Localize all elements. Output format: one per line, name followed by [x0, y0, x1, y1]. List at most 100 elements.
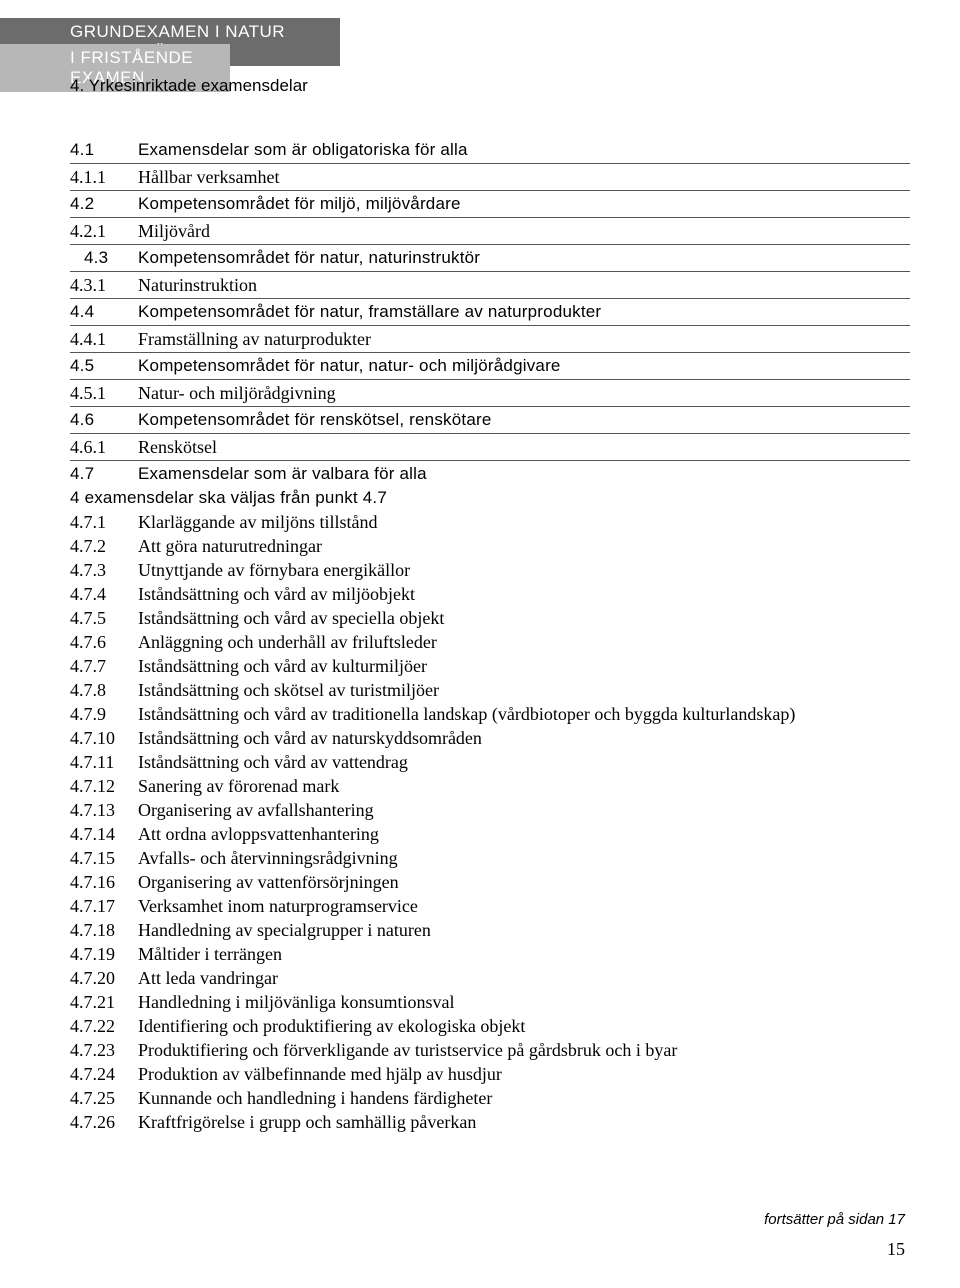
- toc-title: Organisering av avfallshantering: [138, 798, 910, 822]
- toc-number: 4.5.1: [70, 381, 138, 405]
- toc-number: 4.6.1: [70, 435, 138, 459]
- toc-row: 4.7.22Identifiering och produktifiering …: [70, 1014, 910, 1038]
- toc-title: Handledning i miljövänliga konsumtionsva…: [138, 990, 910, 1014]
- toc-number: 4.7.22: [70, 1014, 138, 1038]
- toc-number: 4.7.14: [70, 822, 138, 846]
- toc-number: 4.1.1: [70, 165, 138, 189]
- toc-title: Iståndsättning och vård av naturskyddsom…: [138, 726, 910, 750]
- toc-number: 4.7.20: [70, 966, 138, 990]
- toc-title: Iståndsättning och vård av kulturmiljöer: [138, 654, 910, 678]
- toc-row: 4.7Examensdelar som är valbara för alla: [70, 462, 910, 486]
- toc-number: 4.7: [70, 462, 138, 486]
- toc-title: Framställning av naturprodukter: [138, 327, 910, 351]
- toc-row: 4.7.8Iståndsättning och skötsel av turis…: [70, 678, 910, 702]
- toc-title: Naturinstruktion: [138, 273, 910, 297]
- toc-row: 4.5Kompetensområdet för natur, natur- oc…: [70, 354, 910, 380]
- toc-row: 4.7.18Handledning av specialgrupper i na…: [70, 918, 910, 942]
- toc-title: Kraftfrigörelse i grupp och samhällig på…: [138, 1110, 910, 1134]
- selection-note: 4 examensdelar ska väljas från punkt 4.7: [70, 486, 910, 510]
- toc-row: 4.7.3Utnyttjande av förnybara energikäll…: [70, 558, 910, 582]
- toc-row: 4.7.13Organisering av avfallshantering: [70, 798, 910, 822]
- toc-number: 4.7.7: [70, 654, 138, 678]
- toc-number: 4.7.9: [70, 702, 138, 726]
- toc-title: Iståndsättning och vård av miljöobjekt: [138, 582, 910, 606]
- toc-row: 4.7.14Att ordna avloppsvattenhantering: [70, 822, 910, 846]
- toc-row: 4.7.6Anläggning och underhåll av friluft…: [70, 630, 910, 654]
- toc-number: 4.7.6: [70, 630, 138, 654]
- toc-number: 4.7.21: [70, 990, 138, 1014]
- toc-title: Kompetensområdet för natur, natur- och m…: [138, 354, 910, 378]
- toc-row: 4.7.5Iståndsättning och vård av speciell…: [70, 606, 910, 630]
- section-heading: 4. Yrkesinriktade examensdelar: [70, 76, 308, 96]
- toc-row: 4.7.11Iståndsättning och vård av vattend…: [70, 750, 910, 774]
- toc-row: 4.7.2Att göra naturutredningar: [70, 534, 910, 558]
- toc-number: 4.1: [70, 138, 138, 162]
- page-number: 15: [887, 1239, 905, 1260]
- toc-number: 4.7.1: [70, 510, 138, 534]
- toc-number: 4.7.10: [70, 726, 138, 750]
- toc-number: 4.7.8: [70, 678, 138, 702]
- toc-row: 4.7.12Sanering av förorenad mark: [70, 774, 910, 798]
- toc-title: Handledning av specialgrupper i naturen: [138, 918, 910, 942]
- toc-title: Renskötsel: [138, 435, 910, 459]
- toc-title: Avfalls- och återvinningsrådgivning: [138, 846, 910, 870]
- toc-number: 4.7.13: [70, 798, 138, 822]
- toc-number: 4.2.1: [70, 219, 138, 243]
- toc-title: Iståndsättning och vård av traditionella…: [138, 702, 910, 726]
- toc-row: 4.7.9Iståndsättning och vård av traditio…: [70, 702, 910, 726]
- toc-number: 4.3: [70, 246, 138, 270]
- toc-title: Natur- och miljörådgivning: [138, 381, 910, 405]
- toc-row: 4.7.15Avfalls- och återvinningsrådgivnin…: [70, 846, 910, 870]
- toc-number: 4.6: [70, 408, 138, 432]
- toc-title: Måltider i terrängen: [138, 942, 910, 966]
- toc-number: 4.7.2: [70, 534, 138, 558]
- toc-title: Hållbar verksamhet: [138, 165, 910, 189]
- toc-title: Att göra naturutredningar: [138, 534, 910, 558]
- toc-title: Kunnande och handledning i handens färdi…: [138, 1086, 910, 1110]
- toc-row: 4.7.16Organisering av vattenförsörjninge…: [70, 870, 910, 894]
- continuation-note: fortsätter på sidan 17: [764, 1211, 905, 1228]
- toc-row: 4.7.21Handledning i miljövänliga konsumt…: [70, 990, 910, 1014]
- toc-row: 4.7.25Kunnande och handledning i handens…: [70, 1086, 910, 1110]
- toc-number: 4.7.19: [70, 942, 138, 966]
- toc-number: 4.7.17: [70, 894, 138, 918]
- toc-title: Sanering av förorenad mark: [138, 774, 910, 798]
- toc-title: Iståndsättning och skötsel av turistmilj…: [138, 678, 910, 702]
- toc-number: 4.5: [70, 354, 138, 378]
- toc-title: Verksamhet inom naturprogramservice: [138, 894, 910, 918]
- toc-row: 4.7.1Klarläggande av miljöns tillstånd: [70, 510, 910, 534]
- toc-row: 4.1.1Hållbar verksamhet: [70, 165, 910, 191]
- toc-title: Kompetensområdet för natur, framställare…: [138, 300, 910, 324]
- toc-row: 4.3.1Naturinstruktion: [70, 273, 910, 299]
- content-area: 4.1Examensdelar som är obligatoriska för…: [70, 138, 910, 1134]
- toc-row: 4.6Kompetensområdet för renskötsel, rens…: [70, 408, 910, 434]
- toc-number: 4.7.23: [70, 1038, 138, 1062]
- toc-row: 4.7.17Verksamhet inom naturprogramservic…: [70, 894, 910, 918]
- toc-row: 4.5.1Natur- och miljörådgivning: [70, 381, 910, 407]
- toc-number: 4.7.4: [70, 582, 138, 606]
- toc-title: Klarläggande av miljöns tillstånd: [138, 510, 910, 534]
- toc-number: 4.7.15: [70, 846, 138, 870]
- toc-number: 4.7.11: [70, 750, 138, 774]
- toc-number: 4.7.26: [70, 1110, 138, 1134]
- toc-title: Organisering av vattenförsörjningen: [138, 870, 910, 894]
- toc-title: Kompetensområdet för renskötsel, rensköt…: [138, 408, 910, 432]
- toc-row: 4.7.19Måltider i terrängen: [70, 942, 910, 966]
- toc-row: 4.7.20Att leda vandringar: [70, 966, 910, 990]
- toc-row: 4.7.10Iståndsättning och vård av natursk…: [70, 726, 910, 750]
- toc-title: Produktion av välbefinnande med hjälp av…: [138, 1062, 910, 1086]
- toc-title: Miljövård: [138, 219, 910, 243]
- toc-title: Iståndsättning och vård av vattendrag: [138, 750, 910, 774]
- toc-title: Kompetensområdet för natur, naturinstruk…: [138, 246, 910, 270]
- toc-title: Examensdelar som är obligatoriska för al…: [138, 138, 910, 162]
- toc-row: 4.7.4Iståndsättning och vård av miljöobj…: [70, 582, 910, 606]
- toc-row: 4.1Examensdelar som är obligatoriska för…: [70, 138, 910, 164]
- toc-row: 4.7.24Produktion av välbefinnande med hj…: [70, 1062, 910, 1086]
- toc-number: 4.7.24: [70, 1062, 138, 1086]
- toc-number: 4.7.5: [70, 606, 138, 630]
- toc-number: 4.7.16: [70, 870, 138, 894]
- toc-number: 4.4: [70, 300, 138, 324]
- toc-title: Utnyttjande av förnybara energikällor: [138, 558, 910, 582]
- toc-row: 4.3Kompetensområdet för natur, naturinst…: [70, 246, 910, 272]
- toc-number: 4.2: [70, 192, 138, 216]
